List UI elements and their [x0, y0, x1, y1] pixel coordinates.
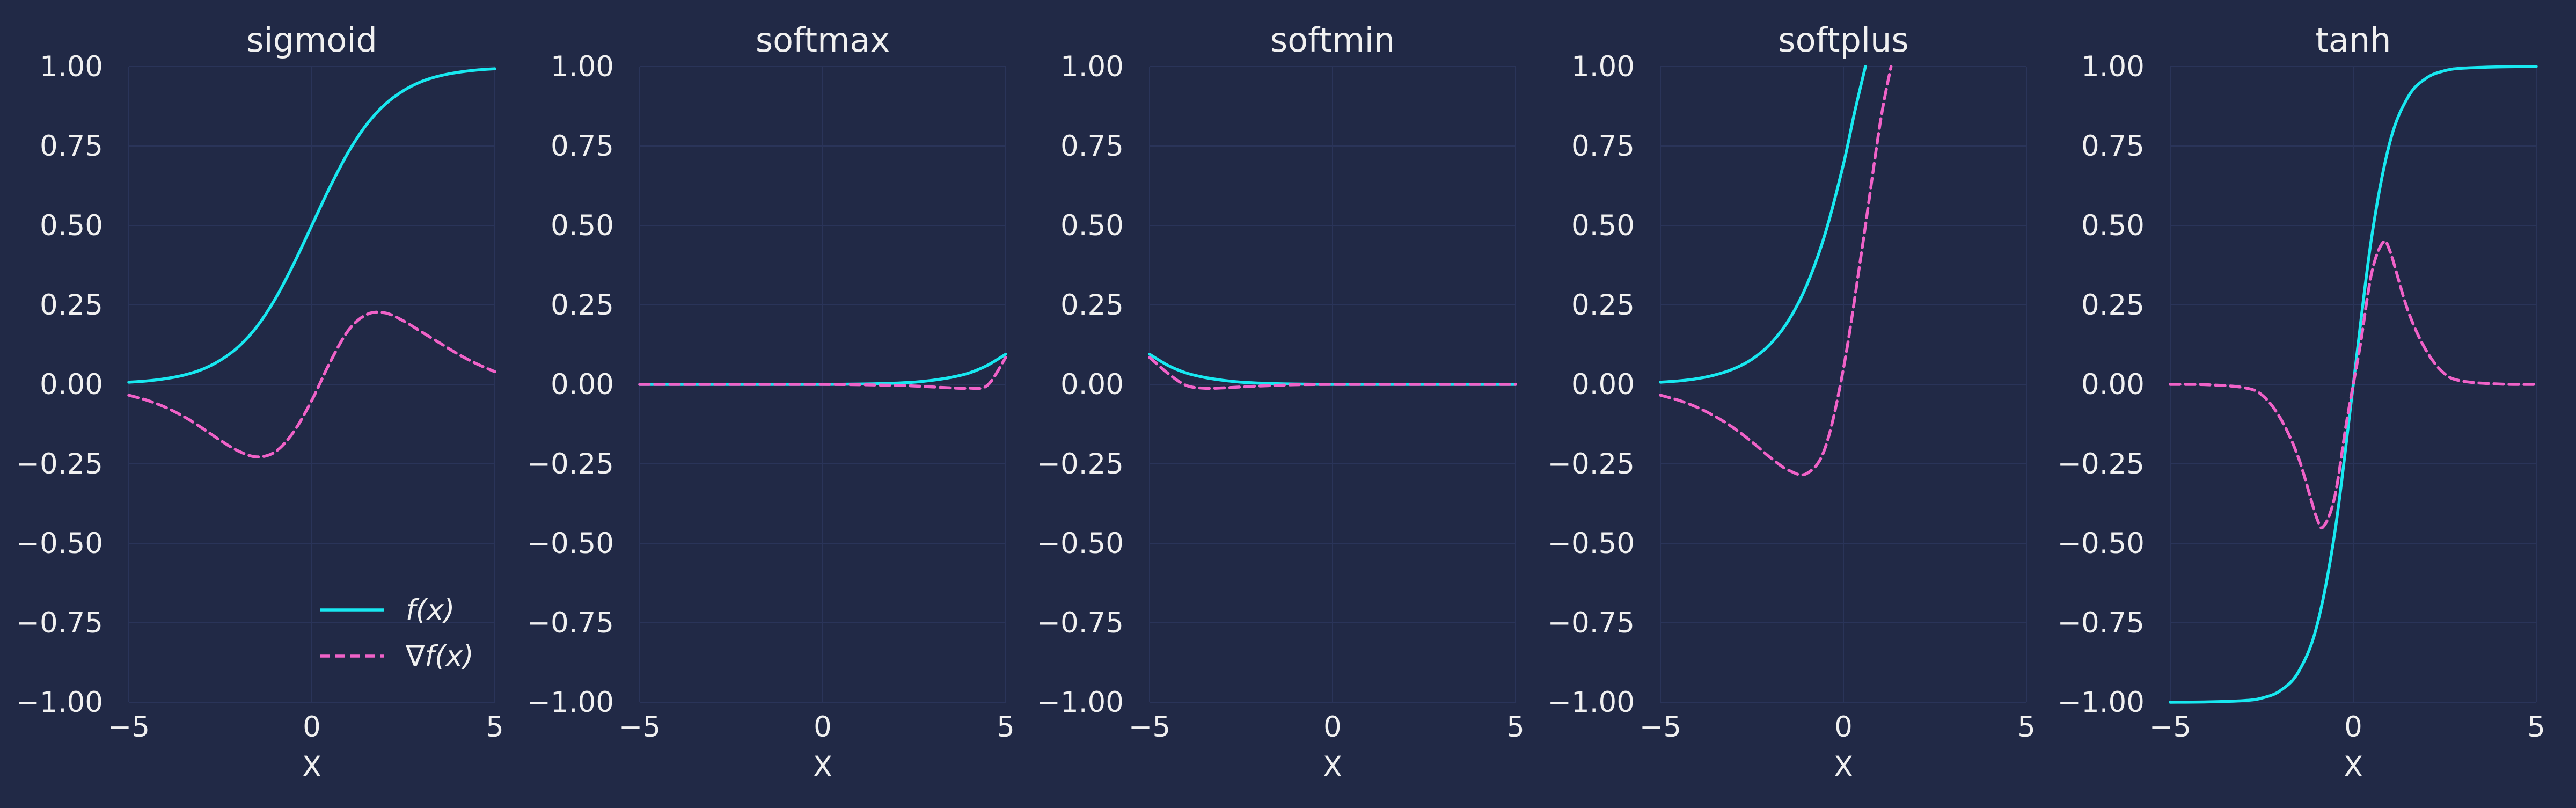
legend: f(x) ∇f(x) [320, 594, 474, 673]
panel-sigmoid: −1.00 −0.75 −0.50 −0.25 0.00 0.25 0.50 0.75 1.00… [16, 20, 504, 783]
y-tick-label: −1.00 [1548, 686, 1635, 719]
x-tick-label: 0 [2344, 711, 2362, 744]
y-tick-label: −0.50 [1037, 527, 1124, 560]
panel-tanh: −1.00 −0.75 −0.50 −0.25 0.00 0.25 0.50 0.75 1.00… [2058, 20, 2545, 783]
panel-title: tanh [2316, 20, 2391, 60]
y-tick-label: 0.50 [2081, 209, 2145, 242]
y-tick-label: 0.75 [1060, 130, 1124, 163]
y-tick-label: 0.00 [1060, 368, 1124, 401]
y-tick-label: −0.25 [1037, 448, 1124, 481]
y-tick-label: 1.00 [2081, 50, 2145, 83]
panel-softmin: −1.00 −0.75 −0.50 −0.25 0.00 0.25 0.50 0.75 1.00… [1037, 20, 1525, 783]
x-tick-label: 5 [486, 711, 504, 744]
y-tick-label: 0.25 [1060, 289, 1124, 322]
y-tick-label: −0.75 [1037, 607, 1124, 639]
x-tick-label: −5 [1640, 711, 1681, 744]
y-tick-label: 0.50 [1571, 209, 1635, 242]
x-tick-label: 0 [814, 711, 832, 744]
y-tick-label: −0.25 [1548, 448, 1635, 481]
y-tick-label: 0.00 [2081, 368, 2145, 401]
x-tick-label: 5 [2017, 711, 2036, 744]
y-tick-label: −0.75 [2058, 607, 2145, 639]
panel-title: softmax [756, 20, 890, 60]
series-line-f [127, 67, 496, 384]
panel-softplus: −1.00 −0.75 −0.50 −0.25 0.00 0.25 0.50 0.75 1.00… [1548, 20, 2036, 783]
x-tick-label: −5 [2149, 711, 2191, 744]
series-line-grad [2169, 239, 2538, 530]
series-line-grad [1659, 65, 1893, 477]
y-tick-label: 0.00 [1571, 368, 1635, 401]
legend-label-grad: ∇f(x) [405, 640, 474, 673]
y-tick-label: −0.25 [16, 448, 103, 481]
y-tick-label: 0.25 [40, 289, 103, 322]
y-tick-label: 0.75 [2081, 130, 2145, 163]
x-axis-label: X [2344, 751, 2363, 783]
y-tick-label: −0.50 [2058, 527, 2145, 560]
series-line-grad [127, 310, 496, 458]
x-tick-label: 5 [1506, 711, 1525, 744]
y-tick-label: −0.75 [1548, 607, 1635, 639]
legend-label-f: f(x) [406, 594, 455, 627]
x-tick-label: 5 [2527, 711, 2545, 744]
x-tick-label: −5 [108, 711, 150, 744]
x-tick-label: 5 [997, 711, 1015, 744]
x-tick-label: 0 [303, 711, 321, 744]
series-line-grad [1148, 355, 1517, 390]
y-tick-label: 1.00 [40, 50, 103, 83]
panel-title: softmin [1270, 20, 1395, 60]
y-tick-label: −0.25 [2058, 448, 2145, 481]
y-tick-label: −0.75 [527, 607, 614, 639]
y-tick-label: 0.50 [551, 209, 614, 242]
series-line-grad [638, 355, 1007, 390]
y-tick-label: 1.00 [1571, 50, 1635, 83]
y-tick-label: 0.75 [1571, 130, 1635, 163]
panel-softmax: −1.00 −0.75 −0.50 −0.25 0.00 0.25 0.50 0.75 1.00… [527, 20, 1015, 783]
x-axis-label: X [813, 751, 832, 783]
x-axis-label: X [1323, 751, 1342, 783]
y-tick-label: 1.00 [551, 50, 614, 83]
x-tick-label: 0 [1834, 711, 1853, 744]
y-tick-label: 0.00 [551, 368, 614, 401]
panel-title: softplus [1778, 20, 1908, 60]
x-tick-label: −5 [1129, 711, 1170, 744]
y-tick-label: −0.50 [16, 527, 103, 560]
x-axis-label: X [1834, 751, 1853, 783]
x-tick-label: 0 [1323, 711, 1342, 744]
y-tick-label: 0.50 [40, 209, 103, 242]
x-axis-label: X [302, 751, 321, 783]
x-tick-label: −5 [619, 711, 661, 744]
y-tick-label: 0.25 [551, 289, 614, 322]
y-tick-label: −1.00 [2058, 686, 2145, 719]
panel-title: sigmoid [246, 20, 377, 60]
y-tick-label: 0.25 [2081, 289, 2145, 322]
y-tick-label: −1.00 [16, 686, 103, 719]
series-line-f [1659, 65, 1867, 384]
y-tick-label: −0.75 [16, 607, 103, 639]
y-tick-label: 0.75 [551, 130, 614, 163]
y-tick-label: −0.50 [1548, 527, 1635, 560]
y-tick-label: −1.00 [1037, 686, 1124, 719]
y-tick-label: 1.00 [1060, 50, 1124, 83]
y-tick-label: −0.50 [527, 527, 614, 560]
y-tick-label: −1.00 [527, 686, 614, 719]
y-tick-label: −0.25 [527, 448, 614, 481]
y-tick-label: 0.25 [1571, 289, 1635, 322]
y-tick-label: 0.75 [40, 130, 103, 163]
y-tick-label: 0.00 [40, 368, 103, 401]
y-tick-label: 0.50 [1060, 209, 1124, 242]
